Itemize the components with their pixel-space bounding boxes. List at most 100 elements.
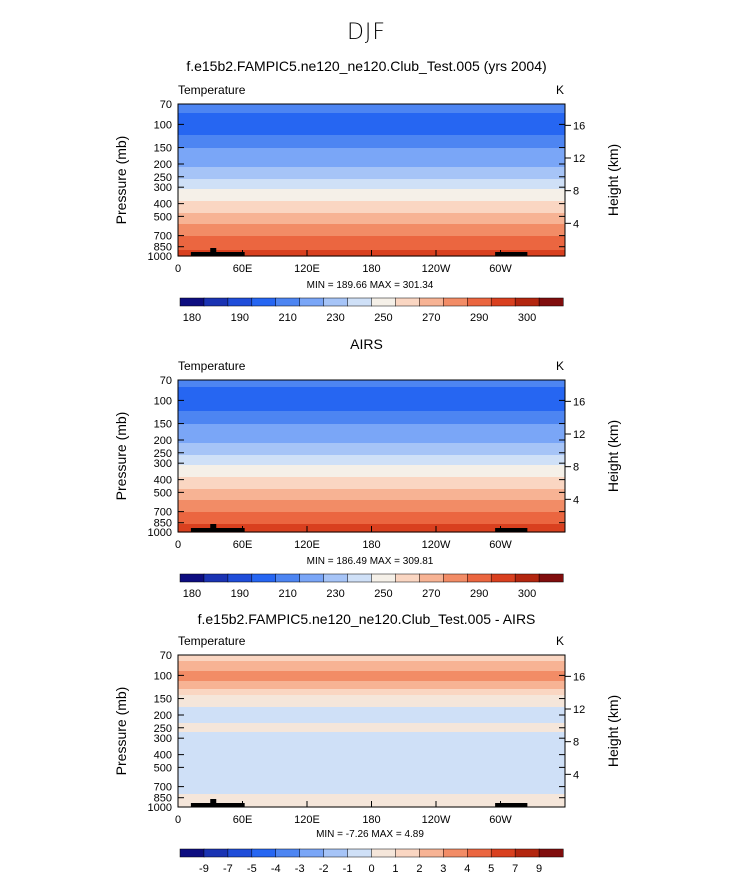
contour-band — [178, 420, 565, 422]
colorbar-swatch — [275, 573, 301, 583]
contour-band — [178, 785, 565, 787]
colorbar-swatch — [275, 297, 301, 307]
contour-band — [178, 496, 565, 498]
contour-band — [178, 756, 565, 758]
contour-band — [178, 456, 565, 458]
colorbar-swatch — [395, 573, 420, 583]
contour-band — [178, 524, 565, 526]
contour-band — [178, 749, 565, 751]
contour-band — [178, 405, 565, 407]
y-axis-label: Pressure (mb) — [113, 136, 129, 225]
y-tick-label: 200 — [154, 435, 172, 447]
contour-band — [178, 437, 565, 439]
contour-band — [178, 504, 565, 506]
contour-band — [178, 104, 565, 106]
colorbar-label: -3 — [295, 863, 305, 875]
contour-band — [178, 205, 565, 207]
contour-band — [178, 176, 565, 178]
x-tick-label: 0 — [175, 539, 181, 551]
contour-band — [178, 732, 565, 734]
contour-band — [178, 768, 565, 770]
contour-band — [178, 415, 565, 417]
contour-band — [178, 235, 565, 237]
x-tick-label: 120E — [294, 814, 320, 826]
contour-band — [178, 138, 565, 140]
contour-band — [178, 514, 565, 516]
contour-band — [178, 525, 565, 527]
contour-band — [178, 457, 565, 459]
contour-band — [178, 509, 565, 511]
contour-band — [178, 516, 565, 518]
right-tick-label: 16 — [573, 396, 585, 408]
contour-band — [178, 432, 565, 434]
colorbar-label: 190 — [231, 312, 249, 324]
contour-band — [178, 447, 565, 449]
colorbar-label: 190 — [231, 588, 249, 600]
contour-band — [178, 738, 565, 740]
contour-band — [178, 661, 565, 663]
contour-fill — [178, 380, 565, 533]
contour-band — [178, 167, 565, 169]
terrain-block — [210, 524, 217, 532]
contour-band — [178, 132, 565, 134]
contour-band — [178, 497, 565, 499]
contour-band — [178, 512, 565, 514]
contour-band — [178, 121, 565, 123]
contour-band — [178, 230, 565, 232]
chart-model: Temperature K 70100150200250300400500700… — [113, 83, 621, 324]
contour-band — [178, 720, 565, 722]
contour-band — [178, 767, 565, 769]
contour-band — [178, 659, 565, 661]
right-tick-label: 4 — [573, 494, 579, 506]
contour-band — [178, 435, 565, 437]
contour-band — [178, 683, 565, 685]
contour-band — [178, 472, 565, 474]
contour-band — [178, 438, 565, 440]
contour-band — [178, 207, 565, 209]
contour-band — [178, 515, 565, 517]
colorbar-swatch — [371, 848, 396, 858]
colorbar-swatch — [347, 848, 373, 858]
contour-band — [178, 397, 565, 399]
contour-band — [178, 106, 565, 108]
page-title: DJF — [346, 20, 387, 45]
units-label: K — [556, 83, 564, 97]
colorbar-swatch — [347, 297, 373, 307]
contour-band — [178, 743, 565, 745]
contour-band — [178, 455, 565, 457]
colorbar-swatch — [538, 297, 564, 307]
contour-band — [178, 672, 565, 674]
contour-band — [178, 130, 565, 132]
contour-band — [178, 505, 565, 507]
contour-band — [178, 403, 565, 405]
contour-band — [178, 394, 565, 396]
contour-band — [178, 199, 565, 201]
contour-band — [178, 695, 565, 697]
colorbar-label: 300 — [518, 312, 536, 324]
contour-band — [178, 776, 565, 778]
contour-band — [178, 221, 565, 223]
x-tick-label: 60W — [489, 539, 512, 551]
colorbar-swatch — [419, 848, 444, 858]
contour-band — [178, 760, 565, 762]
contour-band — [178, 142, 565, 144]
contour-band — [178, 698, 565, 700]
contour-band — [178, 211, 565, 213]
contour-band — [178, 477, 565, 479]
y-tick-label: 700 — [154, 231, 172, 243]
contour-band — [178, 521, 565, 523]
colorbar-label: 290 — [470, 312, 488, 324]
contour-band — [178, 404, 565, 406]
colorbar-swatch — [347, 573, 373, 583]
colorbar-label: -7 — [223, 863, 233, 875]
contour-band — [178, 383, 565, 385]
colorbar-swatch — [299, 848, 325, 858]
contour-band — [178, 222, 565, 224]
contour-band — [178, 218, 565, 220]
contour-band — [178, 436, 565, 438]
contour-band — [178, 748, 565, 750]
contour-band — [178, 248, 565, 250]
colorbar-label: 210 — [279, 312, 297, 324]
contour-band — [178, 462, 565, 464]
contour-band — [178, 117, 565, 119]
